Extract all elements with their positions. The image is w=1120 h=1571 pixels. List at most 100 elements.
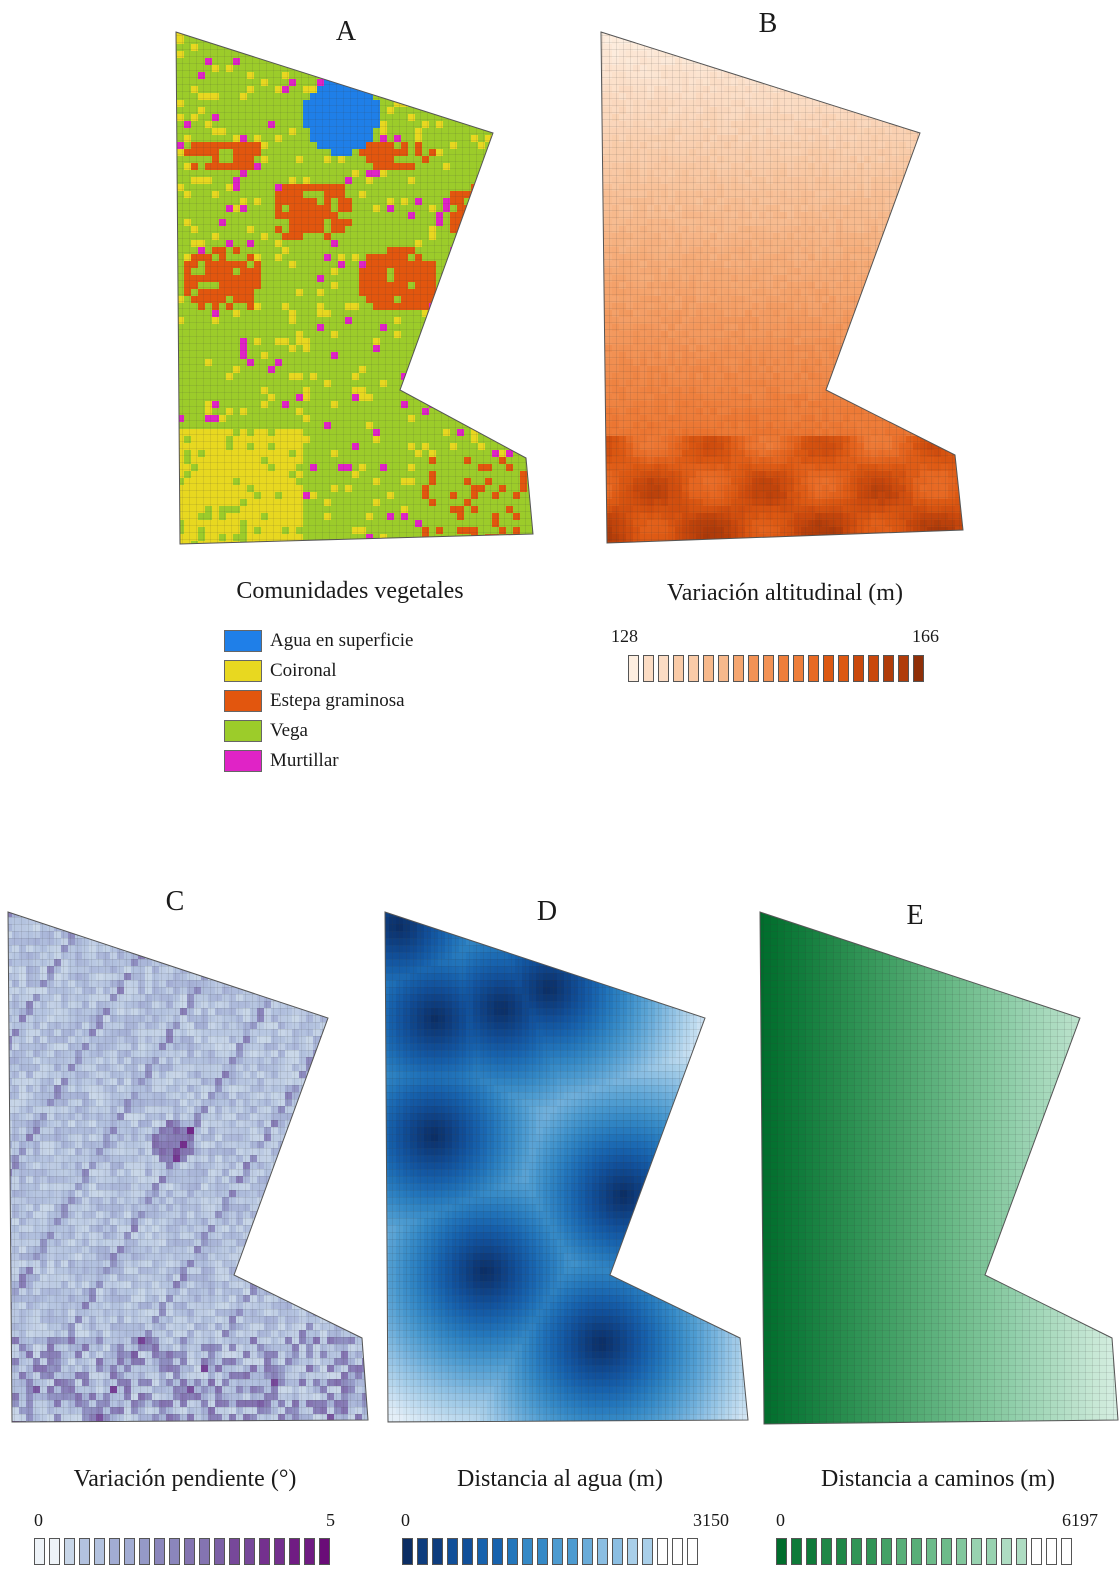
legend-label: Agua en superficie: [270, 630, 414, 651]
legend-swatch: [224, 660, 262, 682]
legend-item-murtillar: Murtillar: [224, 746, 414, 776]
ramp-swatch: [199, 1538, 210, 1565]
ramp-swatch: [537, 1538, 548, 1565]
ramp-swatch: [851, 1538, 862, 1565]
ramp-swatch: [688, 655, 699, 682]
ramp-swatch: [154, 1538, 165, 1565]
ramp-swatch: [836, 1538, 847, 1565]
panel-letter-d: D: [536, 896, 558, 927]
ramp-swatch: [926, 1538, 937, 1565]
ramp-swatch: [289, 1538, 300, 1565]
ramp-swatch: [492, 1538, 503, 1565]
ramp-swatch: [447, 1538, 458, 1565]
ramp-swatch: [229, 1538, 240, 1565]
road-distance-min-label: 0: [776, 1510, 785, 1530]
legend-item-coironal: Coironal: [224, 656, 414, 686]
ramp-swatch: [791, 1538, 802, 1565]
legend-label: Estepa graminosa: [270, 690, 405, 711]
ramp-swatch: [1061, 1538, 1072, 1565]
ramp-swatch: [898, 655, 909, 682]
ramp-swatch: [986, 1538, 997, 1565]
ramp-swatch: [628, 655, 639, 682]
ramp-swatch: [642, 1538, 653, 1565]
road-distance-map: [760, 912, 1118, 1424]
slope-color-ramp: [34, 1538, 330, 1565]
ramp-swatch: [169, 1538, 180, 1565]
ramp-swatch: [462, 1538, 473, 1565]
ramp-swatch: [1031, 1538, 1042, 1565]
ramp-swatch: [139, 1538, 150, 1565]
legend-label: Vega: [270, 720, 308, 741]
ramp-swatch: [643, 655, 654, 682]
panel-letter-b: B: [758, 8, 778, 39]
legend-label: Murtillar: [270, 750, 339, 771]
ramp-swatch: [866, 1538, 877, 1565]
ramp-swatch: [522, 1538, 533, 1565]
ramp-swatch: [64, 1538, 75, 1565]
ramp-swatch: [868, 655, 879, 682]
ramp-swatch: [672, 1538, 683, 1565]
ramp-swatch: [244, 1538, 255, 1565]
ramp-swatch: [49, 1538, 60, 1565]
vegetation-legend-title: Comunidades vegetales: [236, 578, 464, 604]
slope-min-label: 0: [34, 1510, 43, 1530]
panel-letter-c: C: [165, 886, 185, 917]
legend-swatch: [224, 630, 262, 652]
legend-swatch: [224, 690, 262, 712]
ramp-swatch: [941, 1538, 952, 1565]
ramp-swatch: [776, 1538, 787, 1565]
road-distance-max-label: 6197: [1062, 1510, 1098, 1530]
ramp-swatch: [823, 655, 834, 682]
ramp-swatch: [274, 1538, 285, 1565]
altitude-legend-title: Variación altitudinal (m): [667, 580, 903, 606]
road-distance-legend-title: Distancia a caminos (m): [821, 1466, 1055, 1492]
ramp-swatch: [883, 655, 894, 682]
water-distance-map: [385, 912, 748, 1422]
water-distance-legend-title: Distancia al agua (m): [457, 1466, 663, 1492]
road-distance-color-ramp: [776, 1538, 1072, 1565]
ramp-swatch: [913, 655, 924, 682]
altitude-color-ramp: [628, 655, 924, 682]
ramp-swatch: [793, 655, 804, 682]
ramp-swatch: [687, 1538, 698, 1565]
ramp-swatch: [304, 1538, 315, 1565]
altitude-min-label: 128: [611, 626, 638, 646]
legend-swatch: [224, 720, 262, 742]
slope-legend-title: Variación pendiente (°): [73, 1466, 297, 1492]
ramp-swatch: [673, 655, 684, 682]
ramp-swatch: [718, 655, 729, 682]
ramp-swatch: [94, 1538, 105, 1565]
ramp-swatch: [971, 1538, 982, 1565]
legend-label: Coironal: [270, 660, 337, 681]
ramp-swatch: [778, 655, 789, 682]
ramp-swatch: [402, 1538, 413, 1565]
ramp-swatch: [703, 655, 714, 682]
water-distance-max-label: 3150: [693, 1510, 729, 1530]
ramp-swatch: [259, 1538, 270, 1565]
ramp-swatch: [214, 1538, 225, 1565]
ramp-swatch: [853, 655, 864, 682]
ramp-swatch: [552, 1538, 563, 1565]
ramp-swatch: [763, 655, 774, 682]
vegetation-legend: Agua en superficie Coironal Estepa grami…: [224, 626, 414, 776]
vegetation-map: [176, 32, 533, 544]
ramp-swatch: [1001, 1538, 1012, 1565]
slope-map: [8, 912, 368, 1422]
ramp-swatch: [184, 1538, 195, 1565]
ramp-swatch: [657, 1538, 668, 1565]
altitude-map: [601, 32, 963, 543]
ramp-swatch: [658, 655, 669, 682]
ramp-swatch: [507, 1538, 518, 1565]
ramp-swatch: [956, 1538, 967, 1565]
ramp-swatch: [79, 1538, 90, 1565]
ramp-swatch: [612, 1538, 623, 1565]
ramp-swatch: [896, 1538, 907, 1565]
legend-swatch: [224, 750, 262, 772]
slope-max-label: 5: [326, 1510, 335, 1530]
ramp-swatch: [567, 1538, 578, 1565]
ramp-swatch: [911, 1538, 922, 1565]
ramp-swatch: [109, 1538, 120, 1565]
ramp-swatch: [748, 655, 759, 682]
ramp-swatch: [1046, 1538, 1057, 1565]
